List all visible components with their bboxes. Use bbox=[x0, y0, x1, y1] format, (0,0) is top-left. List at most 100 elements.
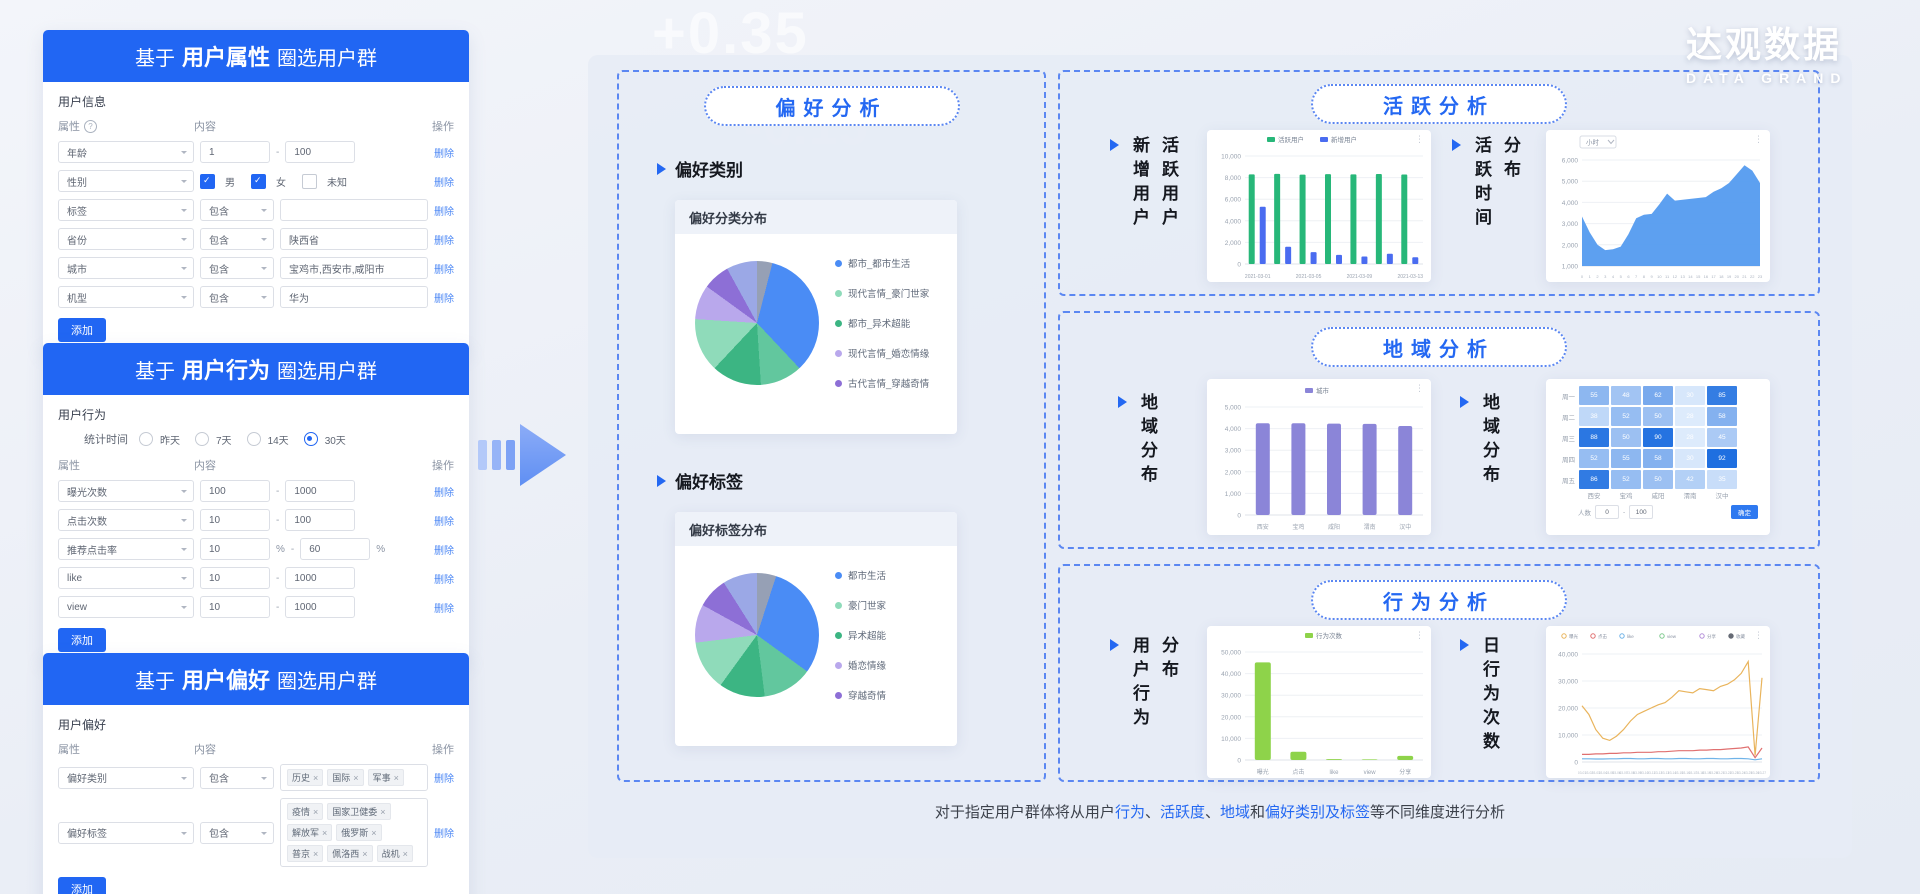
value-input[interactable]: 华为 bbox=[280, 286, 428, 308]
match-select[interactable]: 包含 bbox=[200, 257, 274, 279]
radio-14d[interactable] bbox=[246, 432, 261, 446]
add-button[interactable]: 添加 bbox=[58, 318, 106, 342]
svg-text:0: 0 bbox=[1581, 274, 1584, 279]
range-from-input[interactable]: 10 bbox=[200, 596, 270, 618]
column-headers: 属性 内容 操作 bbox=[58, 460, 454, 472]
tag-remove-icon[interactable]: × bbox=[380, 806, 386, 817]
svg-text:03-16: 03-16 bbox=[1682, 771, 1690, 775]
attribute-select[interactable]: 偏好类别 bbox=[58, 766, 194, 789]
range-to-input[interactable]: 1000 bbox=[285, 567, 356, 589]
filter-row-age: 年龄 1 - 100 删除 bbox=[58, 141, 454, 163]
attribute-select[interactable]: 城市 bbox=[58, 257, 194, 279]
attribute-select[interactable]: 性别 bbox=[58, 170, 194, 192]
svg-text:50,000: 50,000 bbox=[1221, 650, 1241, 657]
active-time-area-chart: 小时 6,000 5,000 4,000 3,000 2,000 1,000 0 1 2 3 4 5 6 7… bbox=[1546, 130, 1770, 282]
delete-link[interactable]: 删除 bbox=[434, 177, 454, 189]
delete-link[interactable]: 删除 bbox=[434, 235, 454, 247]
svg-text:03-07: 03-07 bbox=[1619, 771, 1627, 775]
range-from-input[interactable]: 1 bbox=[200, 141, 270, 163]
svg-text:城市: 城市 bbox=[1316, 386, 1330, 395]
heatmap-min-input[interactable]: 0 bbox=[1595, 505, 1619, 519]
chart-more-icon[interactable]: ⋮ bbox=[1415, 383, 1424, 393]
tag-remove-icon[interactable]: × bbox=[313, 848, 319, 859]
match-select[interactable]: 包含 bbox=[200, 228, 274, 250]
checkbox-male[interactable] bbox=[200, 173, 215, 189]
delete-link[interactable]: 删除 bbox=[434, 829, 454, 840]
range-to-input[interactable]: 1000 bbox=[285, 596, 356, 618]
tag-remove-icon[interactable]: × bbox=[353, 772, 359, 783]
tag-remove-icon[interactable]: × bbox=[322, 827, 328, 838]
section-label: 用户信息 bbox=[58, 95, 107, 109]
add-button[interactable]: 添加 bbox=[58, 877, 106, 894]
match-select[interactable]: 包含 bbox=[200, 821, 274, 844]
delete-link[interactable]: 删除 bbox=[434, 206, 454, 218]
attribute-select[interactable]: 点击次数 bbox=[58, 509, 194, 531]
tag-remove-icon[interactable]: × bbox=[393, 772, 399, 783]
attribute-select[interactable]: 标签 bbox=[58, 199, 194, 221]
tag-chip: 战机 × bbox=[376, 845, 413, 862]
checkbox-female[interactable] bbox=[251, 173, 266, 189]
add-button[interactable]: 添加 bbox=[58, 628, 106, 652]
delete-link[interactable]: 删除 bbox=[434, 574, 454, 586]
svg-text:6: 6 bbox=[1627, 274, 1630, 279]
attribute-select[interactable]: like bbox=[58, 567, 194, 589]
svg-text:03-17: 03-17 bbox=[1689, 771, 1697, 775]
chart-more-icon[interactable]: ⋮ bbox=[1754, 630, 1763, 640]
radio-30d[interactable] bbox=[303, 432, 318, 446]
value-input[interactable] bbox=[280, 199, 428, 221]
range-from-input[interactable]: 10 bbox=[200, 567, 270, 589]
delete-link[interactable]: 删除 bbox=[434, 148, 454, 160]
range-to-input[interactable]: 100 bbox=[285, 509, 356, 531]
chart-more-icon[interactable]: ⋮ bbox=[1415, 630, 1424, 640]
attribute-select[interactable]: 机型 bbox=[58, 286, 194, 308]
svg-text:03-24: 03-24 bbox=[1737, 771, 1745, 775]
radio-yesterday[interactable] bbox=[139, 432, 153, 446]
delete-link[interactable]: 删除 bbox=[434, 603, 454, 615]
attribute-select[interactable]: 年龄 bbox=[58, 141, 194, 163]
checkbox-unknown[interactable] bbox=[302, 173, 317, 189]
filter-row-city: 城市 包含 宝鸡市,西安市,咸阳市 删除 bbox=[58, 257, 454, 279]
attribute-select[interactable]: 省份 bbox=[58, 228, 194, 250]
range-from-input[interactable]: 100 bbox=[200, 480, 270, 502]
range-to-input[interactable]: 60 bbox=[300, 538, 371, 560]
pie-chart bbox=[695, 261, 819, 385]
legend-item: 现代言情_豪门世家 bbox=[835, 286, 929, 300]
heatmap-confirm-button[interactable]: 确定 bbox=[1731, 505, 1758, 519]
delete-link[interactable]: 删除 bbox=[434, 293, 454, 305]
range-to-input[interactable]: 1000 bbox=[285, 480, 356, 502]
attribute-select[interactable]: view bbox=[58, 596, 194, 618]
tag-remove-icon[interactable]: × bbox=[362, 848, 368, 859]
tag-box[interactable]: 历史 × 国际 × 军事 × bbox=[280, 764, 428, 791]
attribute-select[interactable]: 偏好标签 bbox=[58, 821, 194, 844]
attribute-select[interactable]: 推荐点击率 bbox=[58, 538, 194, 560]
tag-remove-icon[interactable]: × bbox=[313, 806, 319, 817]
delete-link[interactable]: 删除 bbox=[434, 545, 454, 557]
column-headers: 属性 内容 操作 bbox=[58, 744, 454, 756]
chart-more-icon[interactable]: ⋮ bbox=[1415, 134, 1424, 144]
svg-text:like: like bbox=[1329, 770, 1339, 776]
svg-text:20,000: 20,000 bbox=[1558, 706, 1578, 713]
match-select[interactable]: 包含 bbox=[200, 766, 274, 789]
match-select[interactable]: 包含 bbox=[200, 199, 274, 221]
svg-text:03-03: 03-03 bbox=[1592, 771, 1600, 775]
range-from-input[interactable]: 10 bbox=[200, 509, 270, 531]
match-select[interactable]: 包含 bbox=[200, 286, 274, 308]
delete-link[interactable]: 删除 bbox=[434, 487, 454, 499]
chart-more-icon[interactable]: ⋮ bbox=[1754, 134, 1763, 144]
range-from-input[interactable]: 10 bbox=[200, 538, 270, 560]
delete-link[interactable]: 删除 bbox=[434, 516, 454, 528]
delete-link[interactable]: 删除 bbox=[434, 264, 454, 276]
heatmap-max-input[interactable]: 100 bbox=[1629, 505, 1654, 519]
range-to-input[interactable]: 100 bbox=[285, 141, 356, 163]
value-input[interactable]: 陕西省 bbox=[280, 228, 428, 250]
radio-7d[interactable] bbox=[195, 432, 209, 446]
attribute-select[interactable]: 曝光次数 bbox=[58, 480, 194, 502]
tag-remove-icon[interactable]: × bbox=[313, 772, 319, 783]
svg-text:03-12: 03-12 bbox=[1654, 771, 1662, 775]
delete-link[interactable]: 删除 bbox=[434, 774, 454, 785]
value-input[interactable]: 宝鸡市,西安市,咸阳市 bbox=[280, 257, 428, 279]
tag-box[interactable]: 疫情 × 国家卫健委 × 解放军 × 俄罗斯 × 普京 × 佩洛西 × 战机 × bbox=[280, 798, 428, 867]
info-icon[interactable]: ? bbox=[84, 119, 97, 133]
tag-remove-icon[interactable]: × bbox=[371, 827, 377, 838]
tag-remove-icon[interactable]: × bbox=[402, 848, 408, 859]
